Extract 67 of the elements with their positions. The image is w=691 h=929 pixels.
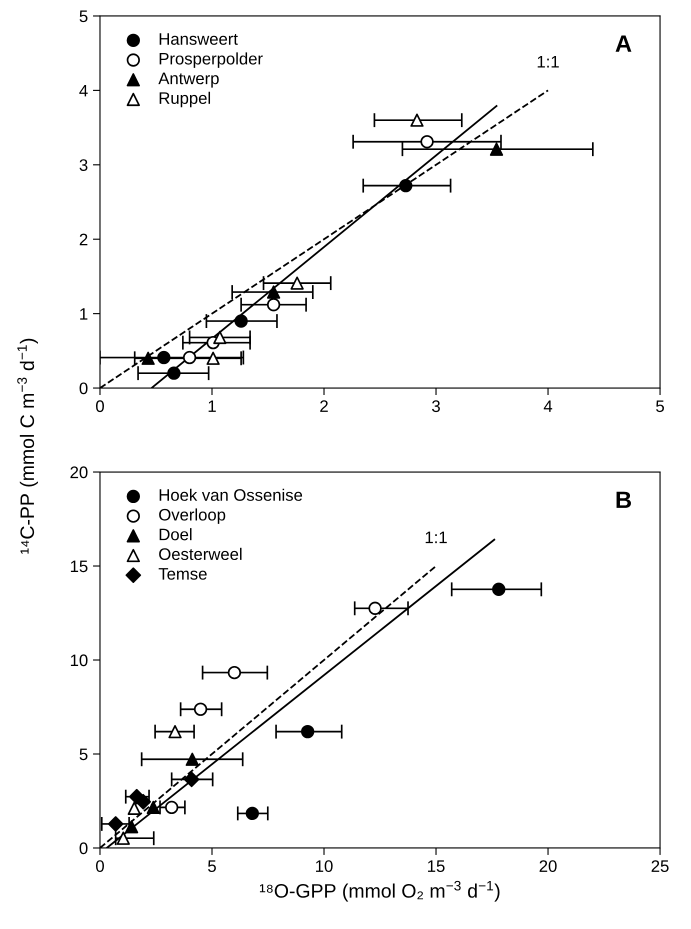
point: [167, 366, 181, 380]
legend-label: Oesterweel: [159, 548, 242, 560]
legend-label: Hansweert: [160, 33, 238, 45]
annotation: B: [616, 492, 631, 508]
x-tick-label: 25: [652, 860, 669, 872]
point: [116, 832, 130, 845]
x-tick-label: 5: [208, 860, 216, 872]
x-tick-label: 1: [208, 400, 216, 412]
point: [492, 582, 506, 596]
point: [246, 806, 259, 820]
point: [128, 802, 141, 815]
point: [108, 816, 124, 832]
point: [301, 724, 314, 738]
point: [194, 702, 208, 716]
point: [182, 350, 196, 364]
point: [124, 820, 138, 834]
y-tick-label: 0: [80, 382, 88, 394]
point: [157, 350, 170, 364]
point: [206, 352, 220, 365]
y-tick-label: 2: [80, 234, 88, 246]
y-tick-label: 15: [70, 560, 88, 572]
point: [490, 142, 504, 156]
legend-label: Hoek van Ossenise: [160, 488, 302, 501]
y-tick-label: 5: [80, 10, 88, 22]
x-tick-label: 5: [656, 400, 664, 412]
x-tick-label: 2: [320, 400, 328, 412]
point: [186, 752, 199, 766]
legend-label: Overloop: [159, 508, 226, 524]
point: [266, 285, 280, 299]
x-tick-label: 3: [432, 400, 440, 412]
x-tick-label: 20: [540, 860, 557, 872]
point: [165, 800, 178, 814]
y-tick-label: 3: [80, 159, 88, 172]
y-tick-label: 4: [79, 84, 88, 96]
y-tick-label: 5: [80, 748, 88, 760]
point: [228, 666, 242, 680]
y-tick-label: 20: [70, 466, 88, 478]
x-tick-label: 0: [96, 400, 104, 412]
point: [184, 772, 200, 788]
point: [234, 314, 248, 328]
y-tick-label: 1: [80, 308, 88, 320]
point: [399, 178, 412, 192]
y-axis-title: ¹⁴C-PP (mmol C m$^{−3}$ d$^{−1}$): [17, 338, 38, 554]
annotation: 1:1: [538, 56, 559, 68]
x-tick-label: 4: [544, 400, 552, 412]
legend-label: Ruppel: [160, 92, 210, 108]
point: [290, 276, 304, 290]
point: [168, 724, 182, 738]
x-tick-label: 15: [428, 860, 445, 872]
x-tick-label: 0: [96, 860, 104, 872]
point: [213, 330, 226, 344]
point: [420, 135, 434, 148]
legend-label: Doel: [160, 528, 192, 540]
legend-label: Prosperpolder: [160, 52, 263, 68]
y-tick-label: 0: [80, 842, 88, 854]
x-axis-title: ¹⁸O-GPP (mmol O₂ m$^{−3}$ d$^{−1}$): [260, 880, 500, 902]
point: [410, 114, 424, 127]
point: [142, 352, 155, 365]
legend-label: Temse: [158, 568, 207, 580]
annotation: A: [616, 35, 632, 52]
legend-label: Antwerp: [158, 72, 219, 88]
y-tick-label: 10: [70, 654, 88, 666]
point: [146, 800, 160, 814]
annotation: 1:1: [426, 532, 447, 544]
x-tick-label: 10: [316, 860, 333, 872]
point: [368, 602, 382, 615]
point: [266, 298, 280, 312]
